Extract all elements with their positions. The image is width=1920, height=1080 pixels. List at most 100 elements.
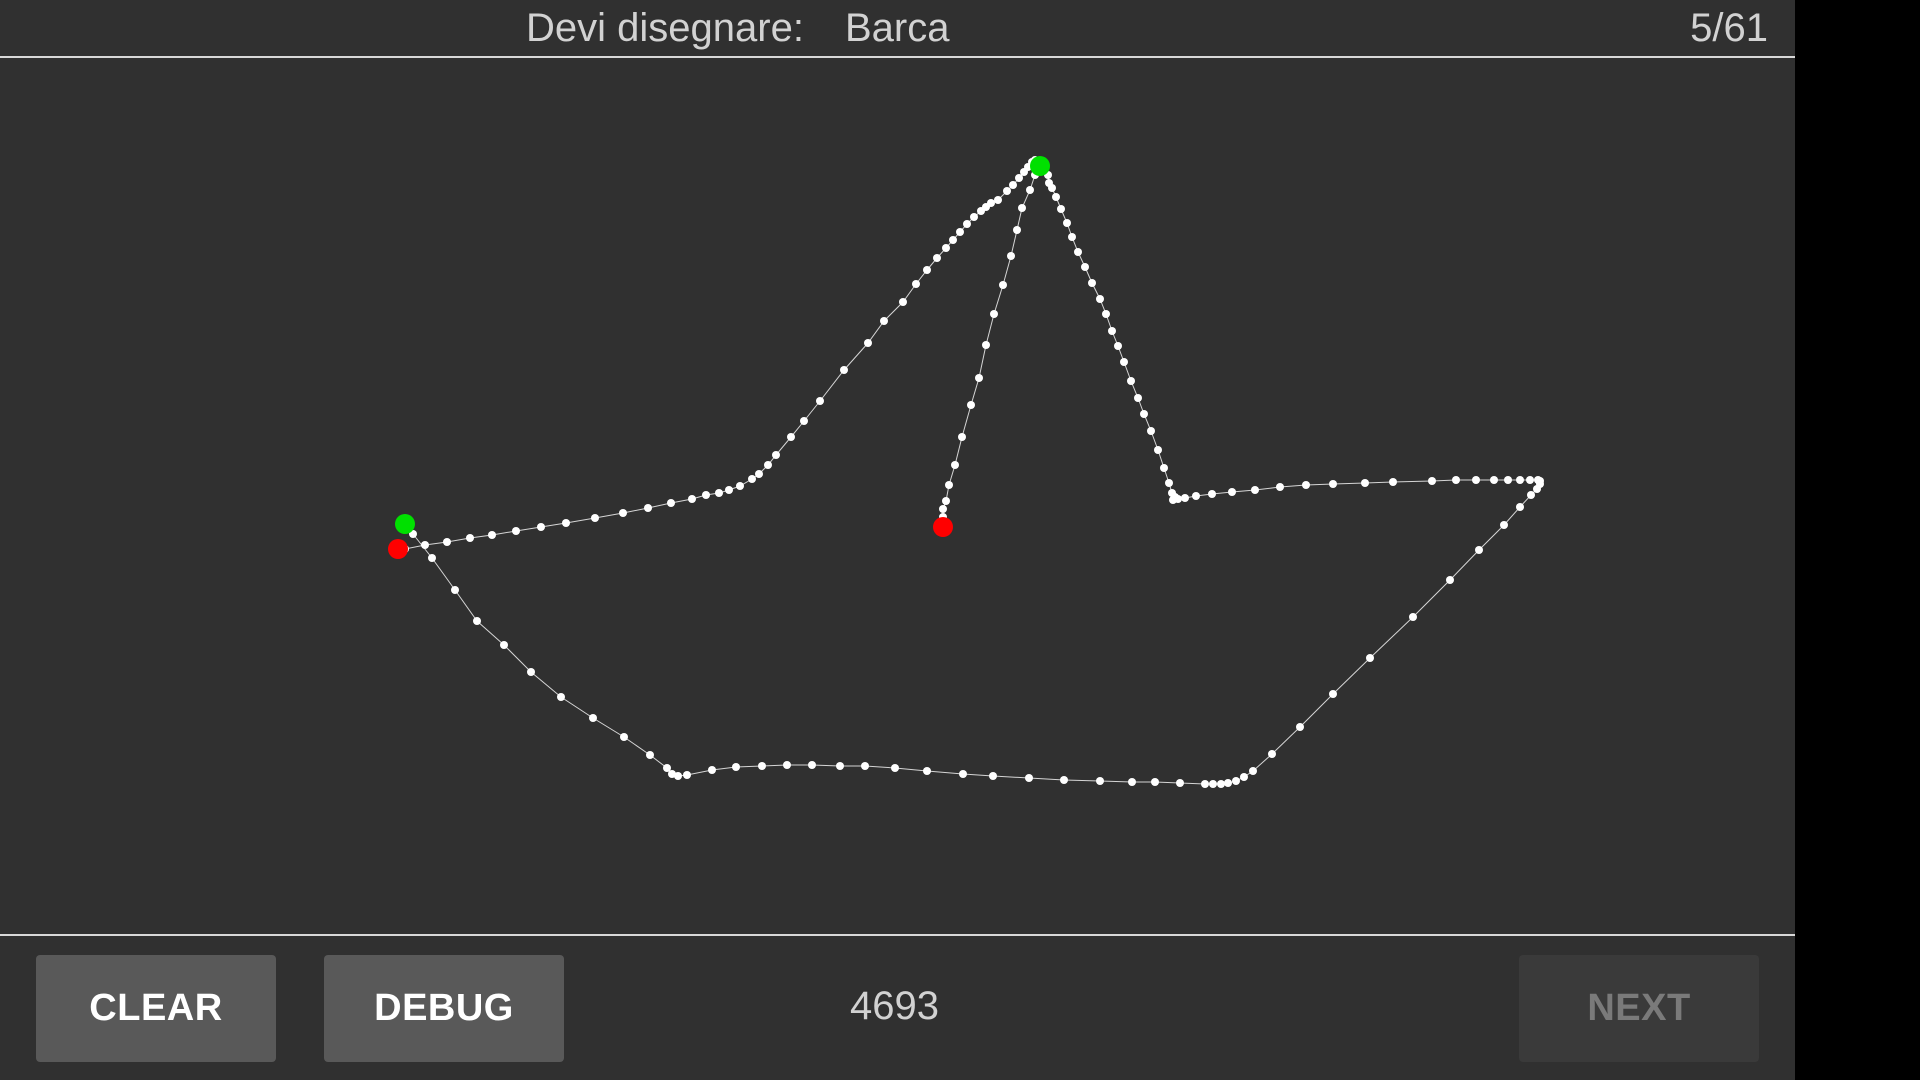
stroke-point [473, 617, 481, 625]
stroke-point [725, 486, 733, 494]
stroke-point [1232, 777, 1240, 785]
stroke-point [620, 733, 628, 741]
stroke-point [557, 693, 565, 701]
stroke-point [956, 228, 964, 236]
stroke-point [1534, 476, 1542, 484]
stroke-point [421, 541, 429, 549]
stroke-point [1102, 310, 1110, 318]
stroke-line [397, 159, 1173, 551]
stroke-end-point [933, 517, 953, 537]
stroke-point [1096, 295, 1104, 303]
stroke-point [619, 509, 627, 517]
stroke-point [1366, 654, 1374, 662]
clear-button[interactable]: CLEAR [36, 955, 276, 1062]
stroke-point [933, 254, 941, 262]
stroke-point [688, 495, 696, 503]
stroke-start-point [1030, 156, 1050, 176]
next-button[interactable]: NEXT [1519, 955, 1759, 1062]
stroke-point [989, 772, 997, 780]
stroke-point [1329, 690, 1337, 698]
stroke-point [715, 489, 723, 497]
stroke-point [537, 523, 545, 531]
stroke-sail-right [394, 156, 1176, 554]
stroke-point [836, 762, 844, 770]
stroke-point [1329, 480, 1337, 488]
drawing-canvas[interactable] [0, 58, 1795, 934]
stroke-point [942, 497, 950, 505]
stroke-point [748, 475, 756, 483]
stroke-point [1504, 476, 1512, 484]
stroke-point [982, 341, 990, 349]
stroke-mast [939, 162, 1044, 531]
stroke-point [1201, 780, 1209, 788]
stroke-point [443, 538, 451, 546]
stroke-point [1015, 174, 1023, 182]
stroke-point [512, 527, 520, 535]
stroke-point [663, 764, 671, 772]
stroke-point [880, 317, 888, 325]
stroke-point [1160, 464, 1168, 472]
stroke-point [1428, 477, 1436, 485]
stroke-point [1154, 446, 1162, 454]
stroke-point [1114, 342, 1122, 350]
stroke-point [1472, 476, 1480, 484]
stroke-point [732, 763, 740, 771]
stroke-point [1527, 491, 1535, 499]
stroke-point [970, 213, 978, 221]
stroke-point [977, 207, 985, 215]
stroke-point [975, 374, 983, 382]
stroke-point [939, 505, 947, 513]
stroke-point [708, 766, 716, 774]
stroke-point [923, 767, 931, 775]
stroke-point [1007, 252, 1015, 260]
stroke-point [945, 481, 953, 489]
stroke-point [1128, 778, 1136, 786]
stroke-point [1025, 774, 1033, 782]
stroke-point [488, 531, 496, 539]
stroke-line [404, 481, 1541, 785]
stroke-point [990, 310, 998, 318]
stroke-point [1268, 750, 1276, 758]
stroke-point [1176, 779, 1184, 787]
stroke-point [764, 461, 772, 469]
stroke-point [1147, 427, 1155, 435]
debug-button[interactable]: DEBUG [324, 955, 564, 1062]
stroke-point [1063, 219, 1071, 227]
stroke-point [674, 772, 682, 780]
stroke-point [527, 668, 535, 676]
stroke-point [1151, 778, 1159, 786]
stroke-point [1127, 377, 1135, 385]
stroke-point [1020, 168, 1028, 176]
prompt-label: Devi disegnare: [526, 6, 804, 50]
stroke-hull-sail [401, 477, 1544, 788]
stroke-deck-right [1169, 476, 1542, 504]
stroke-point [963, 220, 971, 228]
stroke-point [702, 491, 710, 499]
header: Devi disegnare: Barca 5/61 [0, 0, 1795, 57]
stroke-point [1526, 476, 1534, 484]
stroke-point [736, 482, 744, 490]
stroke-point [758, 762, 766, 770]
stroke-line [942, 165, 1041, 527]
stroke-point [1302, 481, 1310, 489]
stroke-point [1009, 181, 1017, 189]
drawing-surface[interactable] [0, 58, 1795, 934]
stroke-point [999, 281, 1007, 289]
stroke-point [864, 339, 872, 347]
toolbar-divider [0, 934, 1795, 936]
stroke-point [1013, 226, 1021, 234]
stroke-point [1168, 489, 1176, 497]
stroke-point [1057, 205, 1065, 213]
stroke-point [1003, 187, 1011, 195]
stroke-point [1276, 483, 1284, 491]
score-value: 4693 [850, 984, 939, 1028]
drawing-app: Devi disegnare: Barca 5/61 CLEAR DEBUG 4… [0, 0, 1795, 1080]
stroke-point [951, 461, 959, 469]
stroke-point [1120, 358, 1128, 366]
stroke-point [942, 244, 950, 252]
stroke-point [816, 397, 824, 405]
stroke-line [1171, 479, 1538, 501]
stroke-point [1490, 476, 1498, 484]
stroke-point [562, 519, 570, 527]
stroke-point [1088, 279, 1096, 287]
